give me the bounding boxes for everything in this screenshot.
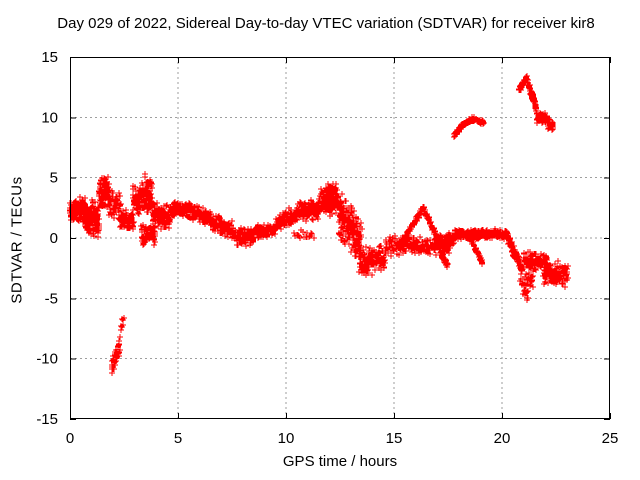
x-tick-label: 20 [494,430,511,447]
y-tick-label: 0 [50,230,58,247]
y-tick-label: -15 [36,411,58,428]
x-tick-label: 25 [602,430,619,447]
y-tick-label: 5 [50,170,58,187]
y-tick-label: 10 [41,109,58,126]
x-tick-label: 10 [278,430,295,447]
y-tick-label: -10 [36,351,58,368]
y-tick-label: -5 [45,290,58,307]
y-tick-label: 15 [41,49,58,66]
x-axis-title: GPS time / hours [282,453,398,470]
x-tick-label: 0 [66,430,74,447]
chart-title: Day 029 of 2022, Sidereal Day-to-day VTE… [57,15,595,32]
x-tick-label: 5 [174,430,182,447]
x-tick-label: 15 [386,430,403,447]
scatter-points [67,73,571,376]
